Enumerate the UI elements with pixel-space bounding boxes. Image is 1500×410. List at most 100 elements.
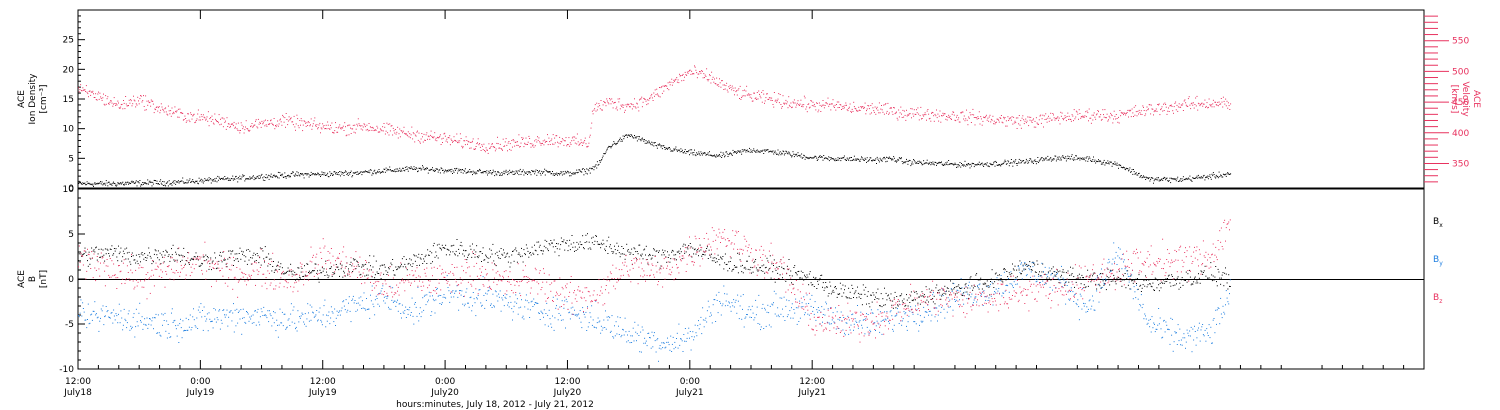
velocity-point bbox=[628, 103, 630, 105]
bx-point bbox=[751, 272, 752, 274]
density-point bbox=[932, 161, 934, 163]
bx-point bbox=[804, 276, 806, 278]
velocity-point bbox=[1038, 123, 1039, 125]
velocity-point bbox=[968, 117, 970, 119]
density-point bbox=[913, 159, 915, 160]
velocity-point bbox=[1197, 102, 1199, 104]
density-point bbox=[1160, 179, 1162, 181]
velocity-point bbox=[1201, 102, 1203, 104]
velocity-point bbox=[916, 112, 918, 114]
velocity-point bbox=[359, 124, 361, 126]
bx-point bbox=[180, 254, 182, 256]
velocity-point bbox=[938, 115, 940, 117]
velocity-point bbox=[245, 126, 246, 128]
density-point bbox=[1118, 167, 1119, 169]
by-point bbox=[109, 317, 111, 319]
density-point bbox=[1042, 160, 1044, 162]
density-point bbox=[654, 142, 656, 143]
bx-point bbox=[842, 284, 844, 286]
density-point bbox=[1062, 155, 1064, 157]
bx-point bbox=[512, 251, 513, 252]
bx-point bbox=[1164, 281, 1166, 283]
velocity-point bbox=[355, 128, 357, 130]
bx-point bbox=[914, 291, 916, 293]
density-point bbox=[238, 178, 240, 180]
bx-point bbox=[547, 250, 549, 252]
bx-point bbox=[249, 250, 251, 252]
density-point bbox=[972, 163, 974, 165]
velocity-point bbox=[751, 97, 753, 99]
velocity-point bbox=[337, 127, 339, 129]
velocity-point bbox=[714, 78, 715, 80]
by-point bbox=[180, 318, 181, 320]
density-point bbox=[1146, 177, 1148, 179]
velocity-point bbox=[1182, 103, 1184, 105]
velocity-point bbox=[944, 113, 946, 115]
bx-point bbox=[233, 265, 234, 266]
velocity-point bbox=[969, 112, 971, 114]
density-point bbox=[735, 151, 737, 153]
velocity-point bbox=[848, 106, 850, 108]
velocity-point bbox=[182, 119, 184, 121]
density-point bbox=[498, 172, 500, 174]
velocity-point bbox=[978, 118, 980, 119]
density-point bbox=[896, 161, 897, 163]
bx-point bbox=[1022, 264, 1024, 266]
density-point bbox=[956, 166, 957, 168]
velocity-point bbox=[679, 73, 680, 75]
density-point bbox=[1092, 159, 1094, 161]
density-point bbox=[715, 156, 717, 158]
bx-point bbox=[1202, 273, 1204, 275]
bx-point bbox=[87, 265, 89, 267]
density-point bbox=[1192, 177, 1194, 179]
density-point bbox=[1220, 174, 1222, 176]
velocity-point bbox=[626, 106, 628, 108]
bx-point bbox=[746, 260, 748, 262]
bx-point bbox=[166, 251, 168, 253]
velocity-point bbox=[1013, 122, 1015, 124]
velocity-point bbox=[1145, 110, 1147, 112]
velocity-point bbox=[1229, 109, 1231, 110]
velocity-point bbox=[776, 101, 778, 103]
velocity-point bbox=[127, 105, 129, 107]
density-point bbox=[780, 154, 782, 156]
bx-point bbox=[104, 248, 106, 250]
density-point bbox=[457, 170, 459, 172]
density-point bbox=[576, 169, 578, 171]
bx-point bbox=[970, 276, 972, 278]
velocity-point bbox=[604, 101, 606, 103]
velocity-point bbox=[795, 106, 797, 108]
density-point bbox=[684, 151, 685, 153]
density-point bbox=[294, 175, 296, 177]
bx-point bbox=[269, 264, 271, 265]
velocity-point bbox=[195, 120, 197, 121]
density-point bbox=[82, 182, 84, 184]
velocity-point bbox=[898, 109, 900, 111]
bx-point bbox=[1105, 280, 1106, 282]
bx-point bbox=[149, 255, 151, 257]
velocity-point bbox=[406, 134, 408, 136]
bx-point bbox=[376, 271, 378, 273]
density-point bbox=[81, 184, 83, 185]
velocity-point bbox=[126, 105, 128, 107]
density-point bbox=[973, 163, 975, 164]
density-point bbox=[843, 157, 845, 158]
density-point bbox=[258, 175, 260, 177]
velocity-point bbox=[963, 115, 965, 117]
density-point bbox=[601, 157, 603, 159]
density-point bbox=[629, 135, 630, 137]
velocity-point bbox=[501, 148, 503, 150]
velocity-point bbox=[661, 92, 663, 94]
velocity-point bbox=[536, 141, 538, 143]
velocity-point bbox=[651, 93, 653, 95]
density-point bbox=[305, 173, 307, 175]
density-point bbox=[100, 181, 102, 182]
bx-point bbox=[126, 247, 128, 249]
velocity-point bbox=[876, 108, 877, 110]
density-point bbox=[1110, 161, 1112, 163]
velocity-point bbox=[1061, 112, 1063, 114]
velocity-point bbox=[931, 112, 932, 114]
velocity-point bbox=[453, 136, 455, 138]
density-point bbox=[212, 180, 214, 182]
bx-point bbox=[605, 245, 607, 247]
